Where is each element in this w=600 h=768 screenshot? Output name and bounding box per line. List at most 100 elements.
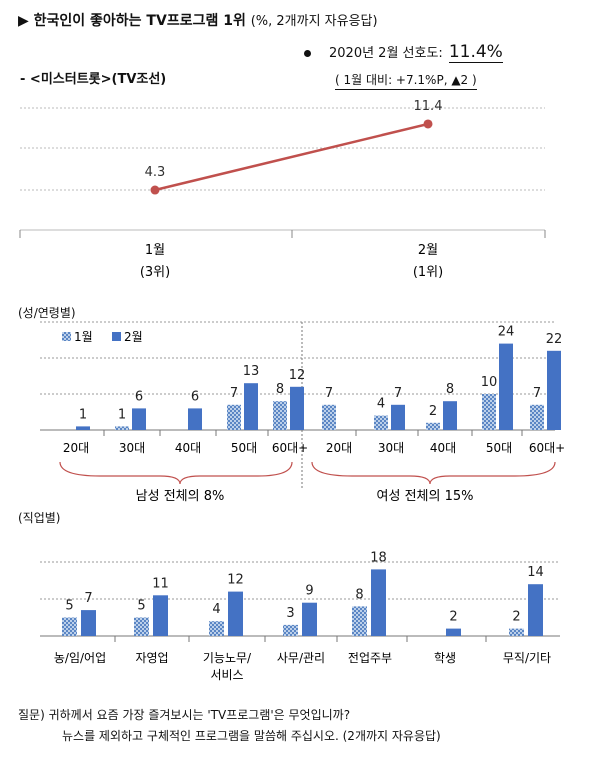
data-label: 6 [191,389,199,404]
data-label: 5 [65,599,73,614]
data-label: 4 [212,602,220,617]
data-label: 2 [449,610,457,625]
data-label: 12 [289,368,306,383]
bar [76,426,90,430]
data-label: 5 [137,599,145,614]
line-chart: 4.3 11.4 1월 (3위) 2월 (1위) [19,99,546,280]
bar [352,606,367,636]
legend-label: 2월 [124,330,143,344]
bar [209,621,224,636]
stat-line: 2020년 2월 선호도: 11.4% [304,42,503,63]
x-tick-sublabel: (1위) [413,265,443,280]
data-label: 11 [152,576,169,591]
data-label: 8 [355,587,363,602]
data-label: 8 [446,382,454,397]
group-bracket [311,461,556,485]
x-tick-label: 전업주부 [348,651,392,665]
bar [228,591,243,636]
group-label: 남성 전체의 8% [136,489,225,504]
bar [528,584,543,636]
legend-swatch [112,332,121,341]
bullet-dot-icon [304,50,311,57]
bar [244,383,258,430]
bar [322,404,336,430]
data-label: 2 [512,610,520,625]
data-label: 22 [546,332,563,347]
bar [302,602,317,636]
data-label: 12 [227,573,244,588]
x-tick-label: 자영업 [135,651,168,665]
bar [509,628,524,636]
data-label: 24 [498,325,515,340]
x-tick-label: 60대+ [272,441,308,455]
data-label: 14 [527,565,544,580]
stat-label: 2020년 2월 선호도: [329,46,443,61]
bar [371,569,386,636]
x-tick-label: 50대 [486,441,512,455]
data-label: 10 [481,375,498,390]
x-tick-label: 40대 [430,441,456,455]
x-tick-label: 40대 [175,441,201,455]
data-label: 2 [429,404,437,419]
bar [188,408,202,430]
x-tick-label: 60대+ [529,441,565,455]
bar [134,617,149,636]
bar [426,422,440,430]
stat-change: ( 1월 대비: +7.1%P, ▲2 ) [335,71,477,90]
x-tick-label: 무직/기타 [503,651,551,665]
data-point [423,119,433,129]
data-label: 11.4 [414,99,443,114]
x-tick-label: 20대 [63,441,89,455]
x-tick-label: 30대 [119,441,145,455]
section-title-job: (직업별) [18,511,61,525]
x-tick-label: 농/임/어업 [54,651,106,665]
bar [153,595,168,636]
bar [81,610,96,636]
data-point [150,185,160,195]
data-label: 4.3 [145,165,166,180]
bar [443,401,457,430]
x-tick-label: 서비스 [210,668,243,682]
section-title-age: (성/연령별) [18,306,76,320]
bar [499,343,513,430]
x-tick-label: 1월 [145,243,165,258]
title-sub: (%, 2개까지 자유응답) [250,14,378,29]
x-tick-label: 2월 [418,243,438,258]
chart-title: ▶ 한국인이 좋아하는 TV프로그램 1위 (%, 2개까지 자유응답) [18,10,378,30]
group-bracket [59,461,293,485]
x-tick-label: 30대 [378,441,404,455]
data-label: 7 [84,591,92,606]
data-label: 1 [79,407,87,422]
stat-value: 11.4% [448,42,503,63]
series-line [154,122,429,192]
x-tick-label: 20대 [326,441,352,455]
legend-swatch [62,332,71,341]
data-label: 7 [325,386,333,401]
question-line-2: 뉴스를 제외하고 구체적인 프로그램을 말씀해 주십시오. (2개까지 자유응답… [62,729,441,743]
data-label: 7 [394,386,402,401]
bar [115,426,129,430]
bar [374,415,388,430]
bar [62,617,77,636]
bar [530,404,544,430]
legend-label: 1월 [74,330,93,344]
group-label: 여성 전체의 15% [377,489,474,504]
age-bar-chart: 120대1630대640대71350대81260대+720대4730대2840대… [40,321,565,504]
x-tick-label: 학생 [434,651,456,665]
bar [446,628,461,636]
bar [273,401,287,430]
x-tick-sublabel: (3위) [140,265,170,280]
title-main: ▶ 한국인이 좋아하는 TV프로그램 1위 [18,13,246,29]
x-tick-label: 50대 [231,441,257,455]
data-label: 8 [276,382,284,397]
data-label: 3 [286,606,294,621]
data-label: 18 [370,550,387,565]
bar [482,394,496,430]
job-bar-chart: 5 7농/임/어업511자영업412기능노무/서비스39사무/관리818전업주부2… [40,550,560,682]
data-label: 7 [230,386,238,401]
bar [290,386,304,430]
bar [547,350,561,430]
x-tick-label: 사무/관리 [277,651,325,665]
data-label: 13 [243,364,260,379]
